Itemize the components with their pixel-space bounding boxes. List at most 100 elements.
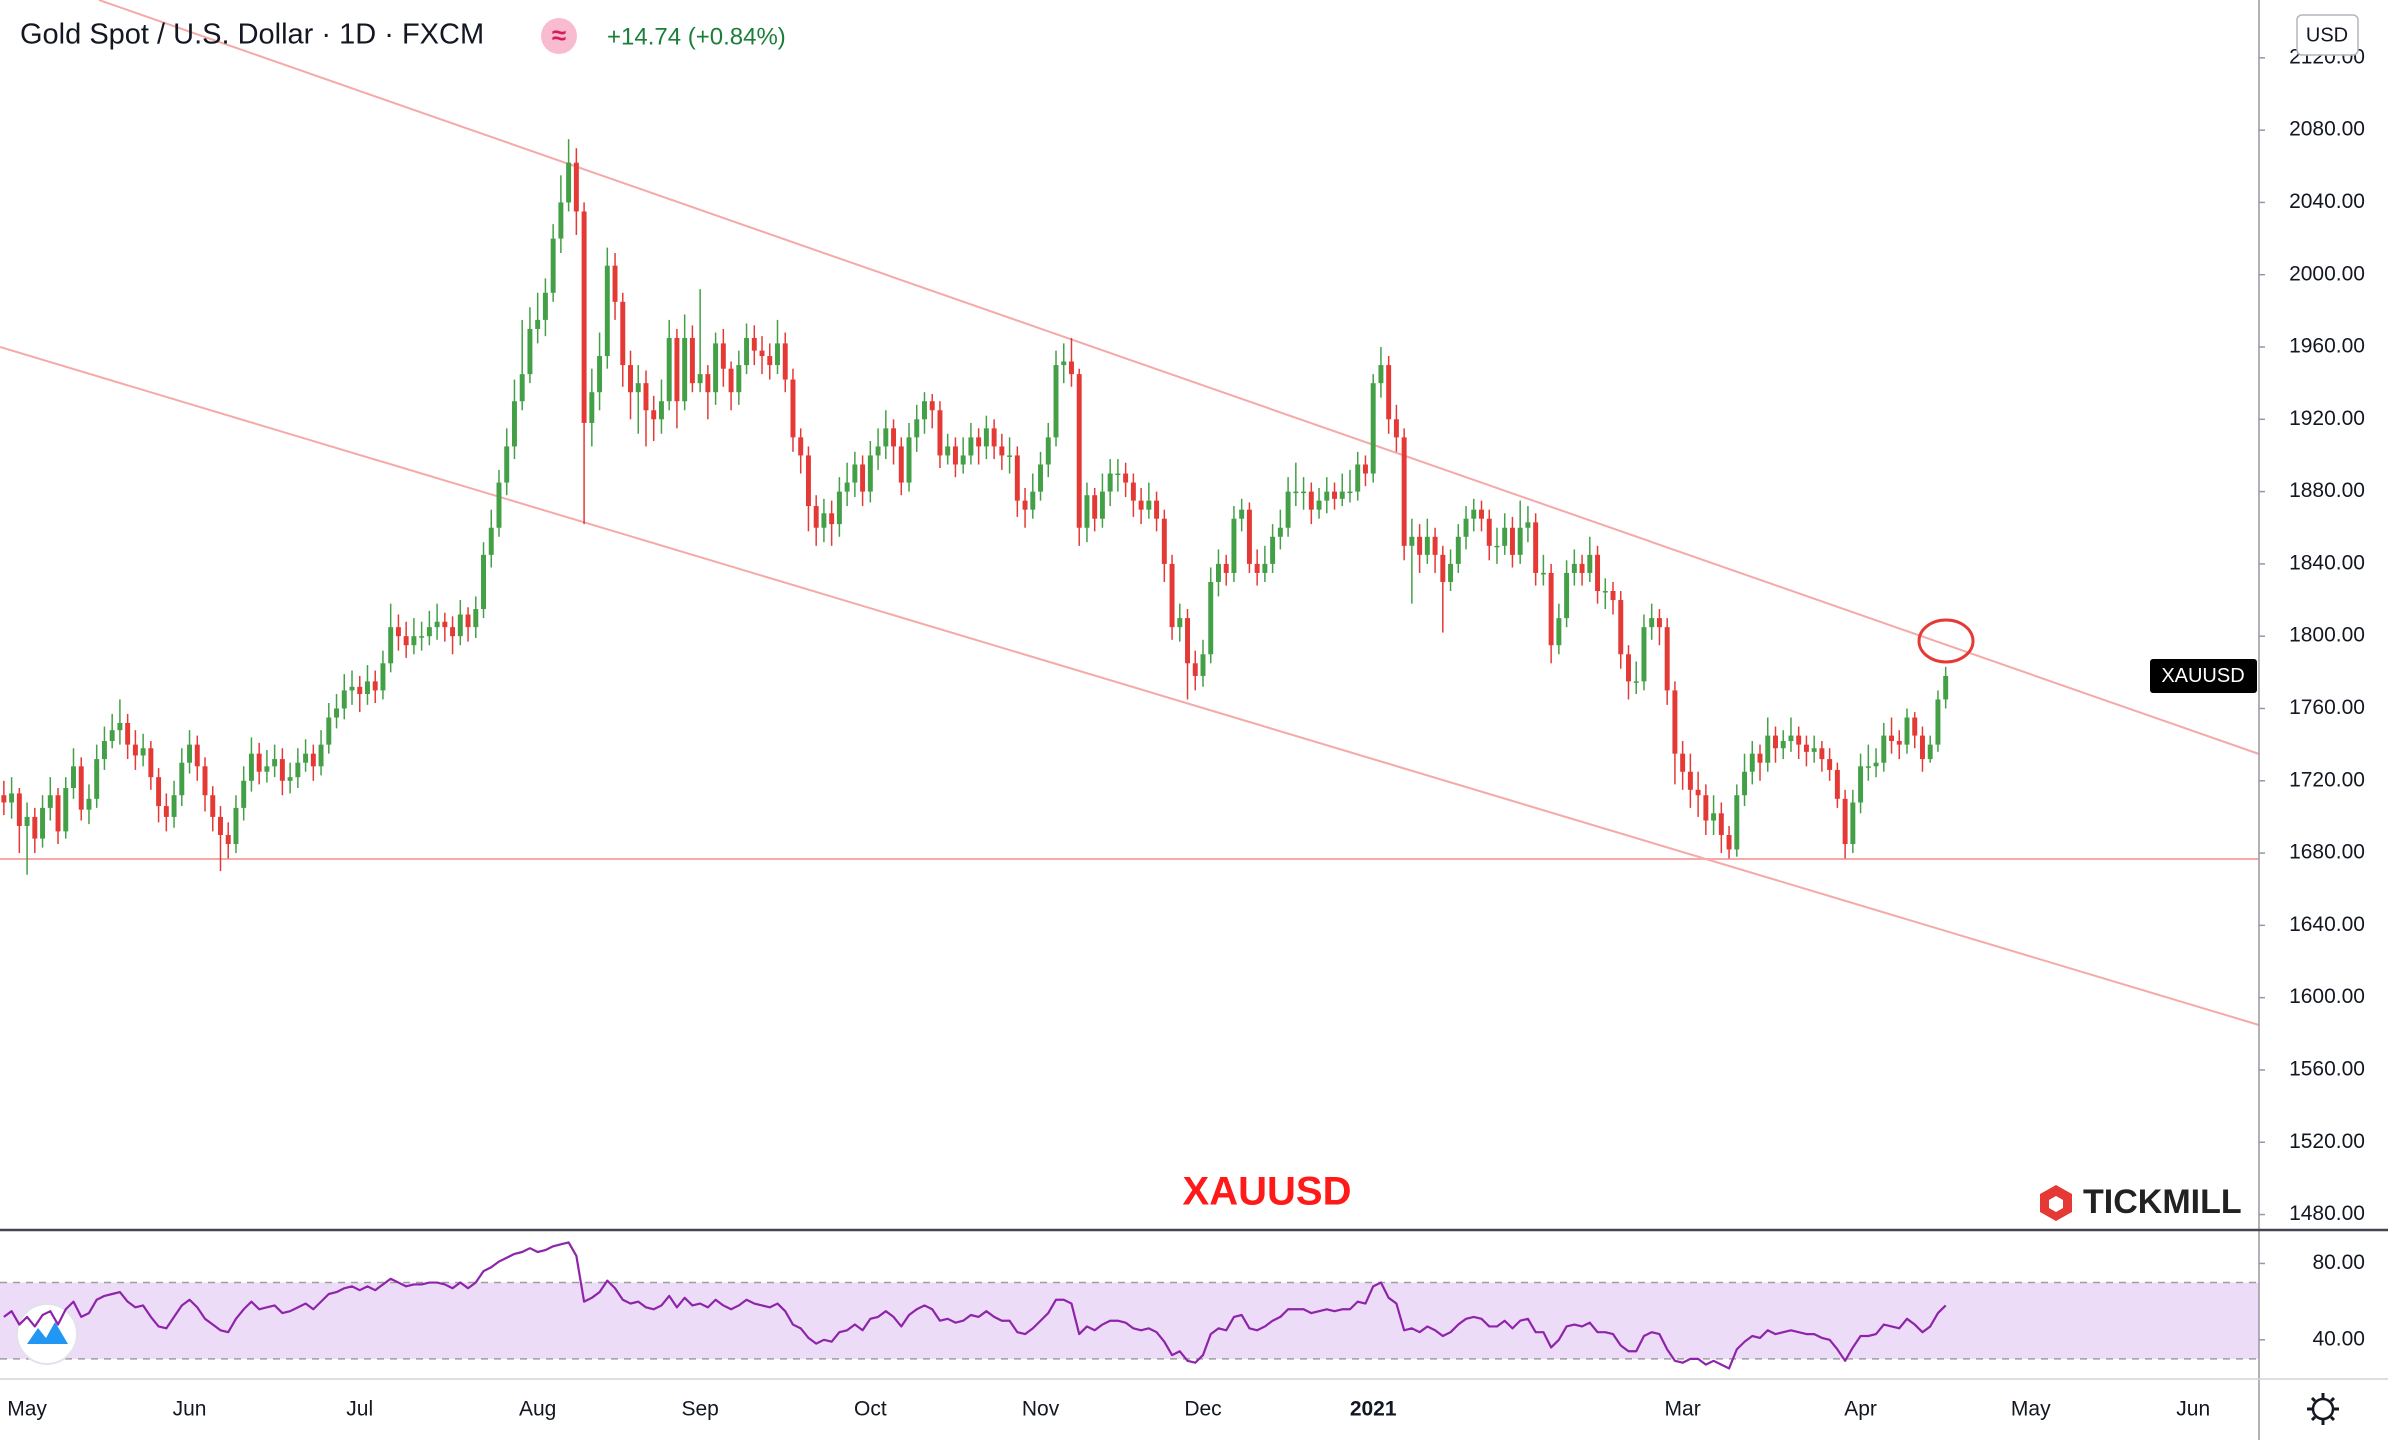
trend-line-lower	[0, 346, 2260, 1026]
candle-body	[395, 627, 401, 637]
candle-body	[1161, 518, 1167, 564]
candle-body	[1718, 813, 1724, 835]
candle-body	[635, 383, 641, 393]
candle-body	[852, 464, 858, 483]
candle-body	[705, 374, 711, 393]
y-tick-label: 2040.00	[2289, 190, 2365, 213]
candle-body	[697, 374, 703, 384]
candle-body	[1277, 527, 1283, 537]
candle-body	[1347, 491, 1353, 494]
rsi-background	[0, 1281, 2259, 1360]
candle-body	[419, 636, 425, 638]
currency-label[interactable]: USD	[2306, 24, 2348, 46]
x-tick-label: Nov	[1022, 1398, 1060, 1421]
candle-body	[163, 806, 169, 817]
candle-body	[937, 410, 943, 456]
candle-body	[32, 816, 38, 839]
y-tick-label: 1960.00	[2289, 335, 2365, 358]
candle-body	[9, 793, 15, 803]
candle-body	[1912, 717, 1918, 736]
candle-body	[1765, 735, 1771, 763]
candle-body	[898, 446, 904, 483]
x-tick-label: Apr	[1844, 1398, 1877, 1421]
candle-body	[1146, 500, 1152, 510]
indicator-icon-bg[interactable]	[541, 18, 577, 54]
candle-body	[1865, 766, 1871, 768]
candle-body	[573, 162, 579, 212]
candle-body	[1014, 455, 1020, 501]
candle-body	[1602, 591, 1608, 593]
x-tick-label: May	[7, 1398, 47, 1421]
candle-body	[875, 446, 881, 456]
candle-body	[295, 762, 301, 778]
candle-body	[1038, 464, 1044, 492]
candle-body	[1115, 473, 1121, 476]
watermark: XAUUSD	[1183, 1170, 1352, 1214]
tv-badge-icon[interactable]	[27, 1322, 68, 1344]
candle-body	[148, 748, 154, 778]
y-tick-label: 1760.00	[2289, 696, 2365, 719]
candle-body	[1, 795, 7, 803]
candle-body	[713, 343, 719, 393]
candle-body	[1827, 759, 1833, 770]
currency-box[interactable]	[2296, 14, 2359, 56]
candle-body	[156, 777, 162, 807]
candle-body	[1819, 748, 1825, 760]
candle-body	[1517, 527, 1523, 555]
candle-body	[805, 455, 811, 507]
candle-body	[86, 798, 92, 810]
candle-body	[1386, 365, 1392, 420]
candle-body	[1904, 717, 1910, 745]
settings-icon-teeth[interactable]	[2307, 1393, 2339, 1425]
candle-body	[1672, 690, 1678, 754]
candle-body	[1061, 361, 1067, 366]
candles	[1, 139, 1949, 875]
candle-body	[1788, 735, 1794, 742]
candle-body	[1285, 491, 1291, 528]
y-tick-label: 1880.00	[2289, 479, 2365, 502]
candle-body	[1432, 536, 1438, 555]
candle-body	[535, 319, 541, 329]
candle-body	[125, 722, 131, 745]
candle-body	[1579, 563, 1585, 573]
candle-body	[403, 636, 409, 646]
candle-body	[55, 795, 61, 832]
candle-body	[1494, 545, 1500, 548]
candle-body	[78, 766, 84, 810]
candle-body	[759, 350, 765, 357]
candle-body	[1130, 482, 1136, 501]
candle-body	[689, 337, 695, 384]
candle-body	[1502, 527, 1508, 546]
candle-body	[140, 748, 146, 756]
candle-body	[1215, 563, 1221, 582]
candle-body	[983, 428, 989, 447]
candle-body	[279, 759, 285, 781]
candle-body	[968, 437, 974, 456]
settings-icon[interactable]	[2311, 1397, 2335, 1421]
y-tick-label: 1480.00	[2289, 1202, 2365, 1225]
candle-body	[628, 365, 633, 393]
candle-body	[1463, 518, 1469, 537]
candle-body	[1440, 554, 1446, 582]
candle-body	[790, 379, 796, 438]
candle-body	[674, 337, 680, 402]
indicator-icon[interactable]: ≈	[552, 20, 566, 50]
candle-body	[341, 690, 347, 709]
candle-body	[496, 482, 502, 528]
candle-body	[782, 343, 788, 380]
candle-body	[844, 482, 850, 492]
candle-body	[1254, 563, 1260, 573]
y-tick-label: 1720.00	[2289, 768, 2365, 791]
y-tick-label: 1600.00	[2289, 985, 2365, 1008]
candle-body	[658, 401, 664, 420]
candle-body	[71, 766, 76, 789]
candle-body	[1873, 762, 1879, 767]
candle-body	[976, 437, 982, 447]
candle-body	[101, 741, 107, 760]
candle-body	[1564, 572, 1570, 619]
candle-body	[566, 162, 572, 203]
candle-body	[929, 401, 935, 411]
candle-body	[24, 816, 30, 826]
